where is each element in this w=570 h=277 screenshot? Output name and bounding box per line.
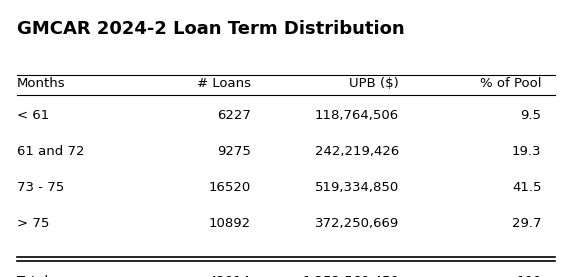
Text: 41.5: 41.5 (512, 181, 542, 194)
Text: 73 - 75: 73 - 75 (17, 181, 64, 194)
Text: 6227: 6227 (217, 109, 251, 122)
Text: 16520: 16520 (209, 181, 251, 194)
Text: UPB ($): UPB ($) (349, 77, 399, 90)
Text: GMCAR 2024-2 Loan Term Distribution: GMCAR 2024-2 Loan Term Distribution (17, 20, 405, 38)
Text: > 75: > 75 (17, 217, 50, 230)
Text: 19.3: 19.3 (512, 145, 542, 158)
Text: < 61: < 61 (17, 109, 50, 122)
Text: 118,764,506: 118,764,506 (315, 109, 399, 122)
Text: 9.5: 9.5 (520, 109, 541, 122)
Text: 61 and 72: 61 and 72 (17, 145, 84, 158)
Text: 42914: 42914 (209, 275, 251, 277)
Text: 519,334,850: 519,334,850 (315, 181, 399, 194)
Text: Months: Months (17, 77, 66, 90)
Text: 10892: 10892 (209, 217, 251, 230)
Text: 1,252,569,450: 1,252,569,450 (302, 275, 399, 277)
Text: 372,250,669: 372,250,669 (315, 217, 399, 230)
Text: 29.7: 29.7 (512, 217, 542, 230)
Text: % of Pool: % of Pool (480, 77, 542, 90)
Text: 242,219,426: 242,219,426 (315, 145, 399, 158)
Text: 9275: 9275 (217, 145, 251, 158)
Text: # Loans: # Loans (197, 77, 251, 90)
Text: 100: 100 (516, 275, 541, 277)
Text: Total: Total (17, 275, 48, 277)
